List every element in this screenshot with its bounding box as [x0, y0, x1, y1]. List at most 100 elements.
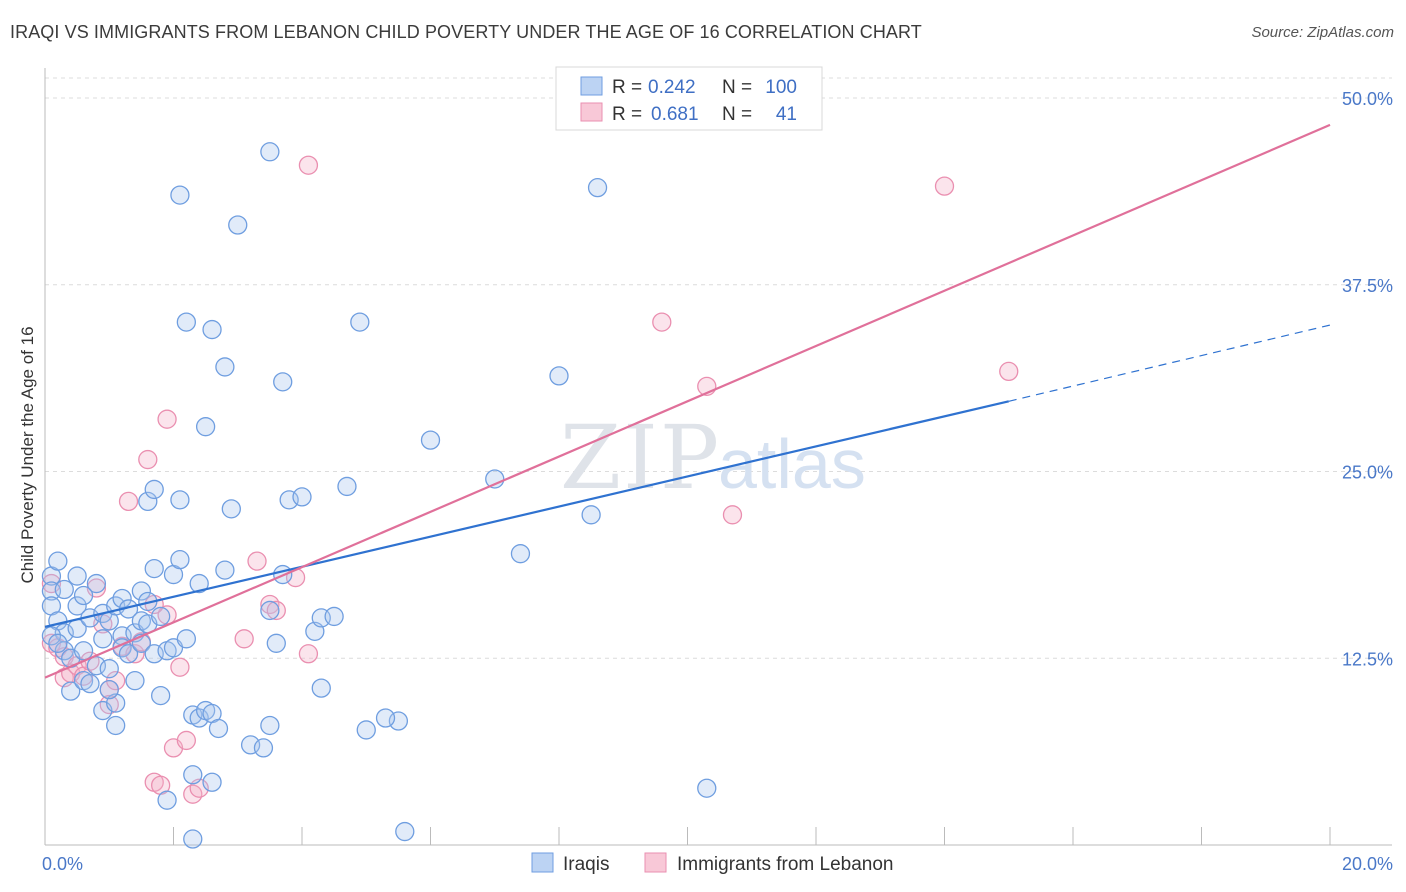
data-point: [54, 579, 74, 600]
lebanon-points: [41, 155, 1019, 804]
data-point: [170, 657, 190, 677]
trend-line-iraqis-extension: [1008, 324, 1331, 402]
data-point: [652, 312, 672, 332]
data-point: [260, 715, 280, 736]
legend-n-value-2: 41: [776, 104, 797, 125]
data-point: [138, 449, 158, 470]
legend-n-label-2: N =: [722, 104, 752, 125]
data-point: [138, 491, 158, 512]
data-point: [292, 487, 312, 507]
data-point: [221, 499, 241, 519]
data-point: [298, 644, 319, 664]
data-point: [118, 644, 139, 664]
legend-r-value-2: 0.681: [651, 104, 699, 125]
data-point: [189, 573, 209, 594]
data-point: [510, 544, 531, 564]
data-point: [587, 177, 608, 198]
data-point: [80, 673, 100, 694]
data-point: [260, 600, 280, 621]
data-point: [118, 491, 139, 512]
data-point: [99, 659, 119, 679]
data-point: [266, 633, 286, 653]
data-point: [202, 772, 222, 792]
y-tick-label: 50.0%: [1342, 89, 1393, 109]
grid-lines: [45, 77, 1392, 659]
data-point: [176, 730, 197, 751]
data-point: [112, 588, 132, 609]
legend-n-value-1: 100: [765, 77, 797, 98]
data-point: [99, 679, 119, 700]
data-point: [356, 720, 376, 740]
data-point: [324, 606, 344, 627]
bottom-legend-lebanon: Immigrants from Lebanon: [677, 854, 894, 875]
data-point: [176, 629, 197, 649]
data-point: [350, 312, 370, 332]
data-point: [549, 366, 569, 386]
data-point: [375, 708, 396, 728]
axes: [44, 68, 1392, 846]
data-point: [67, 566, 87, 586]
data-point: [420, 430, 441, 450]
trend-line-lebanon: [44, 123, 1331, 679]
data-point: [337, 476, 357, 497]
data-point: [273, 372, 293, 392]
data-point: [150, 606, 171, 627]
data-point: [73, 641, 94, 661]
data-point: [125, 671, 145, 691]
data-point: [215, 560, 235, 580]
data-point: [67, 596, 87, 616]
legend-r-label-1: R =: [612, 77, 642, 98]
tick-labels: 12.5% 25.0% 37.5% 50.0% 0.0% 20.0%: [42, 89, 1393, 874]
data-point: [144, 479, 164, 500]
data-point: [581, 505, 601, 525]
data-point: [144, 558, 164, 579]
trend-lines: [44, 123, 1331, 679]
x-tick-label: 20.0%: [1342, 854, 1393, 874]
data-point: [208, 718, 229, 739]
iraqis-points: [41, 142, 717, 849]
data-point: [41, 626, 62, 646]
source-label: Source: ZipAtlas.com: [1251, 24, 1394, 41]
data-point: [697, 778, 717, 798]
x-tick-label: 0.0%: [42, 854, 83, 874]
data-point: [247, 551, 267, 571]
data-point: [260, 142, 280, 162]
legend-r-value-1: 0.242: [648, 77, 696, 98]
data-point: [170, 185, 190, 205]
legend-n-label-1: N =: [722, 77, 752, 98]
data-point: [215, 357, 235, 377]
data-point: [73, 585, 94, 606]
watermark: ZIP: [560, 406, 721, 509]
trend-line-iraqis: [44, 400, 1010, 628]
data-point: [93, 629, 113, 649]
bottom-legend-swatch-lebanon: [644, 852, 667, 873]
data-point: [170, 490, 190, 510]
data-point: [934, 176, 955, 196]
data-point: [48, 633, 68, 653]
data-point: [150, 685, 171, 706]
data-point: [54, 641, 74, 661]
chart-title: IRAQI VS IMMIGRANTS FROM LEBANON CHILD P…: [10, 22, 922, 42]
data-point: [157, 790, 177, 810]
y-axis-label: Child Poverty Under the Age of 16: [18, 326, 37, 583]
data-point: [48, 551, 68, 571]
data-point: [195, 417, 216, 437]
data-point: [395, 821, 415, 842]
data-point: [266, 600, 286, 621]
data-point: [298, 155, 319, 175]
data-point: [183, 829, 203, 849]
legend-swatch-lebanon: [580, 102, 603, 122]
data-point: [61, 681, 81, 701]
data-point: [157, 605, 177, 625]
data-point: [999, 361, 1019, 382]
data-point: [157, 409, 177, 429]
data-point: [170, 549, 190, 570]
stats-legend: R = 0.242 N = 100 R = 0.681 N = 41: [555, 66, 823, 131]
bottom-legend-iraqis: Iraqis: [563, 854, 609, 875]
y-tick-label: 25.0%: [1342, 463, 1393, 483]
data-point: [311, 678, 331, 698]
data-point: [183, 765, 203, 785]
data-point: [253, 738, 274, 758]
y-tick-label: 37.5%: [1342, 276, 1393, 296]
